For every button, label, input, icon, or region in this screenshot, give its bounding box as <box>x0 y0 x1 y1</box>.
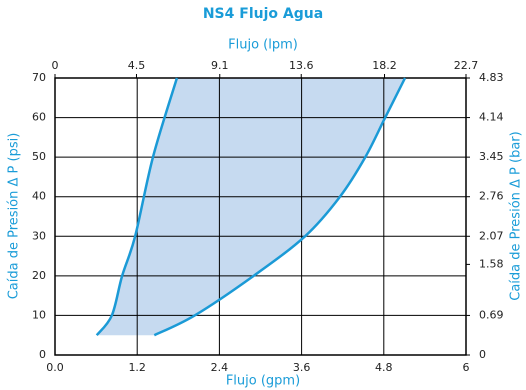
y-tick-label: 70 <box>32 71 46 84</box>
y2-axis-label: Caída de Presión Δ P (bar) <box>509 131 524 300</box>
y2-tick-label: 1.58 <box>479 257 504 270</box>
y-axis-label: Caída de Presión Δ P (psi) <box>7 133 22 300</box>
y-tick-label: 40 <box>32 190 46 203</box>
y2-tick-label: 0 <box>479 348 486 361</box>
y-tick-label: 60 <box>32 111 46 124</box>
y2-tick-label: 2.76 <box>479 190 504 203</box>
curve <box>95 77 179 337</box>
y2-tick-label: 0.69 <box>479 308 504 321</box>
y2-tick-label: 4.83 <box>479 71 504 84</box>
y2-tick-label: 3.45 <box>479 150 504 163</box>
band-fill <box>96 78 406 336</box>
x-tick-label: 4.8 <box>375 361 393 374</box>
y2-tick-label: 2.07 <box>479 229 504 242</box>
x2-tick-label: 13.6 <box>289 59 314 72</box>
y-tick-label: 0 <box>39 348 46 361</box>
x2-tick-label: 9.1 <box>211 59 229 72</box>
x-tick-label: 2.4 <box>211 361 229 374</box>
plot-frame <box>54 77 467 356</box>
y2-tick-label: 4.14 <box>479 111 504 124</box>
x2-tick-label: 4.5 <box>128 59 146 72</box>
x2-tick-label: 0 <box>52 59 59 72</box>
x2-axis-label: Flujo (lpm) <box>228 38 298 53</box>
x-tick-label: 6 <box>463 361 470 374</box>
y-tick-label: 30 <box>32 229 46 242</box>
x-axis-label: Flujo (gpm) <box>226 374 300 389</box>
y-tick-label: 20 <box>32 269 46 282</box>
y-tick-label: 10 <box>32 308 46 321</box>
curve <box>153 77 407 337</box>
chart-title: NS4 Flujo Agua <box>203 6 323 22</box>
y-tick-label: 50 <box>32 150 46 163</box>
x2-tick-label: 22.7 <box>454 59 479 72</box>
x2-tick-label: 18.2 <box>372 59 397 72</box>
x-tick-label: 3.6 <box>293 361 311 374</box>
x-tick-label: 1.2 <box>128 361 146 374</box>
x-tick-label: 0.0 <box>46 361 64 374</box>
